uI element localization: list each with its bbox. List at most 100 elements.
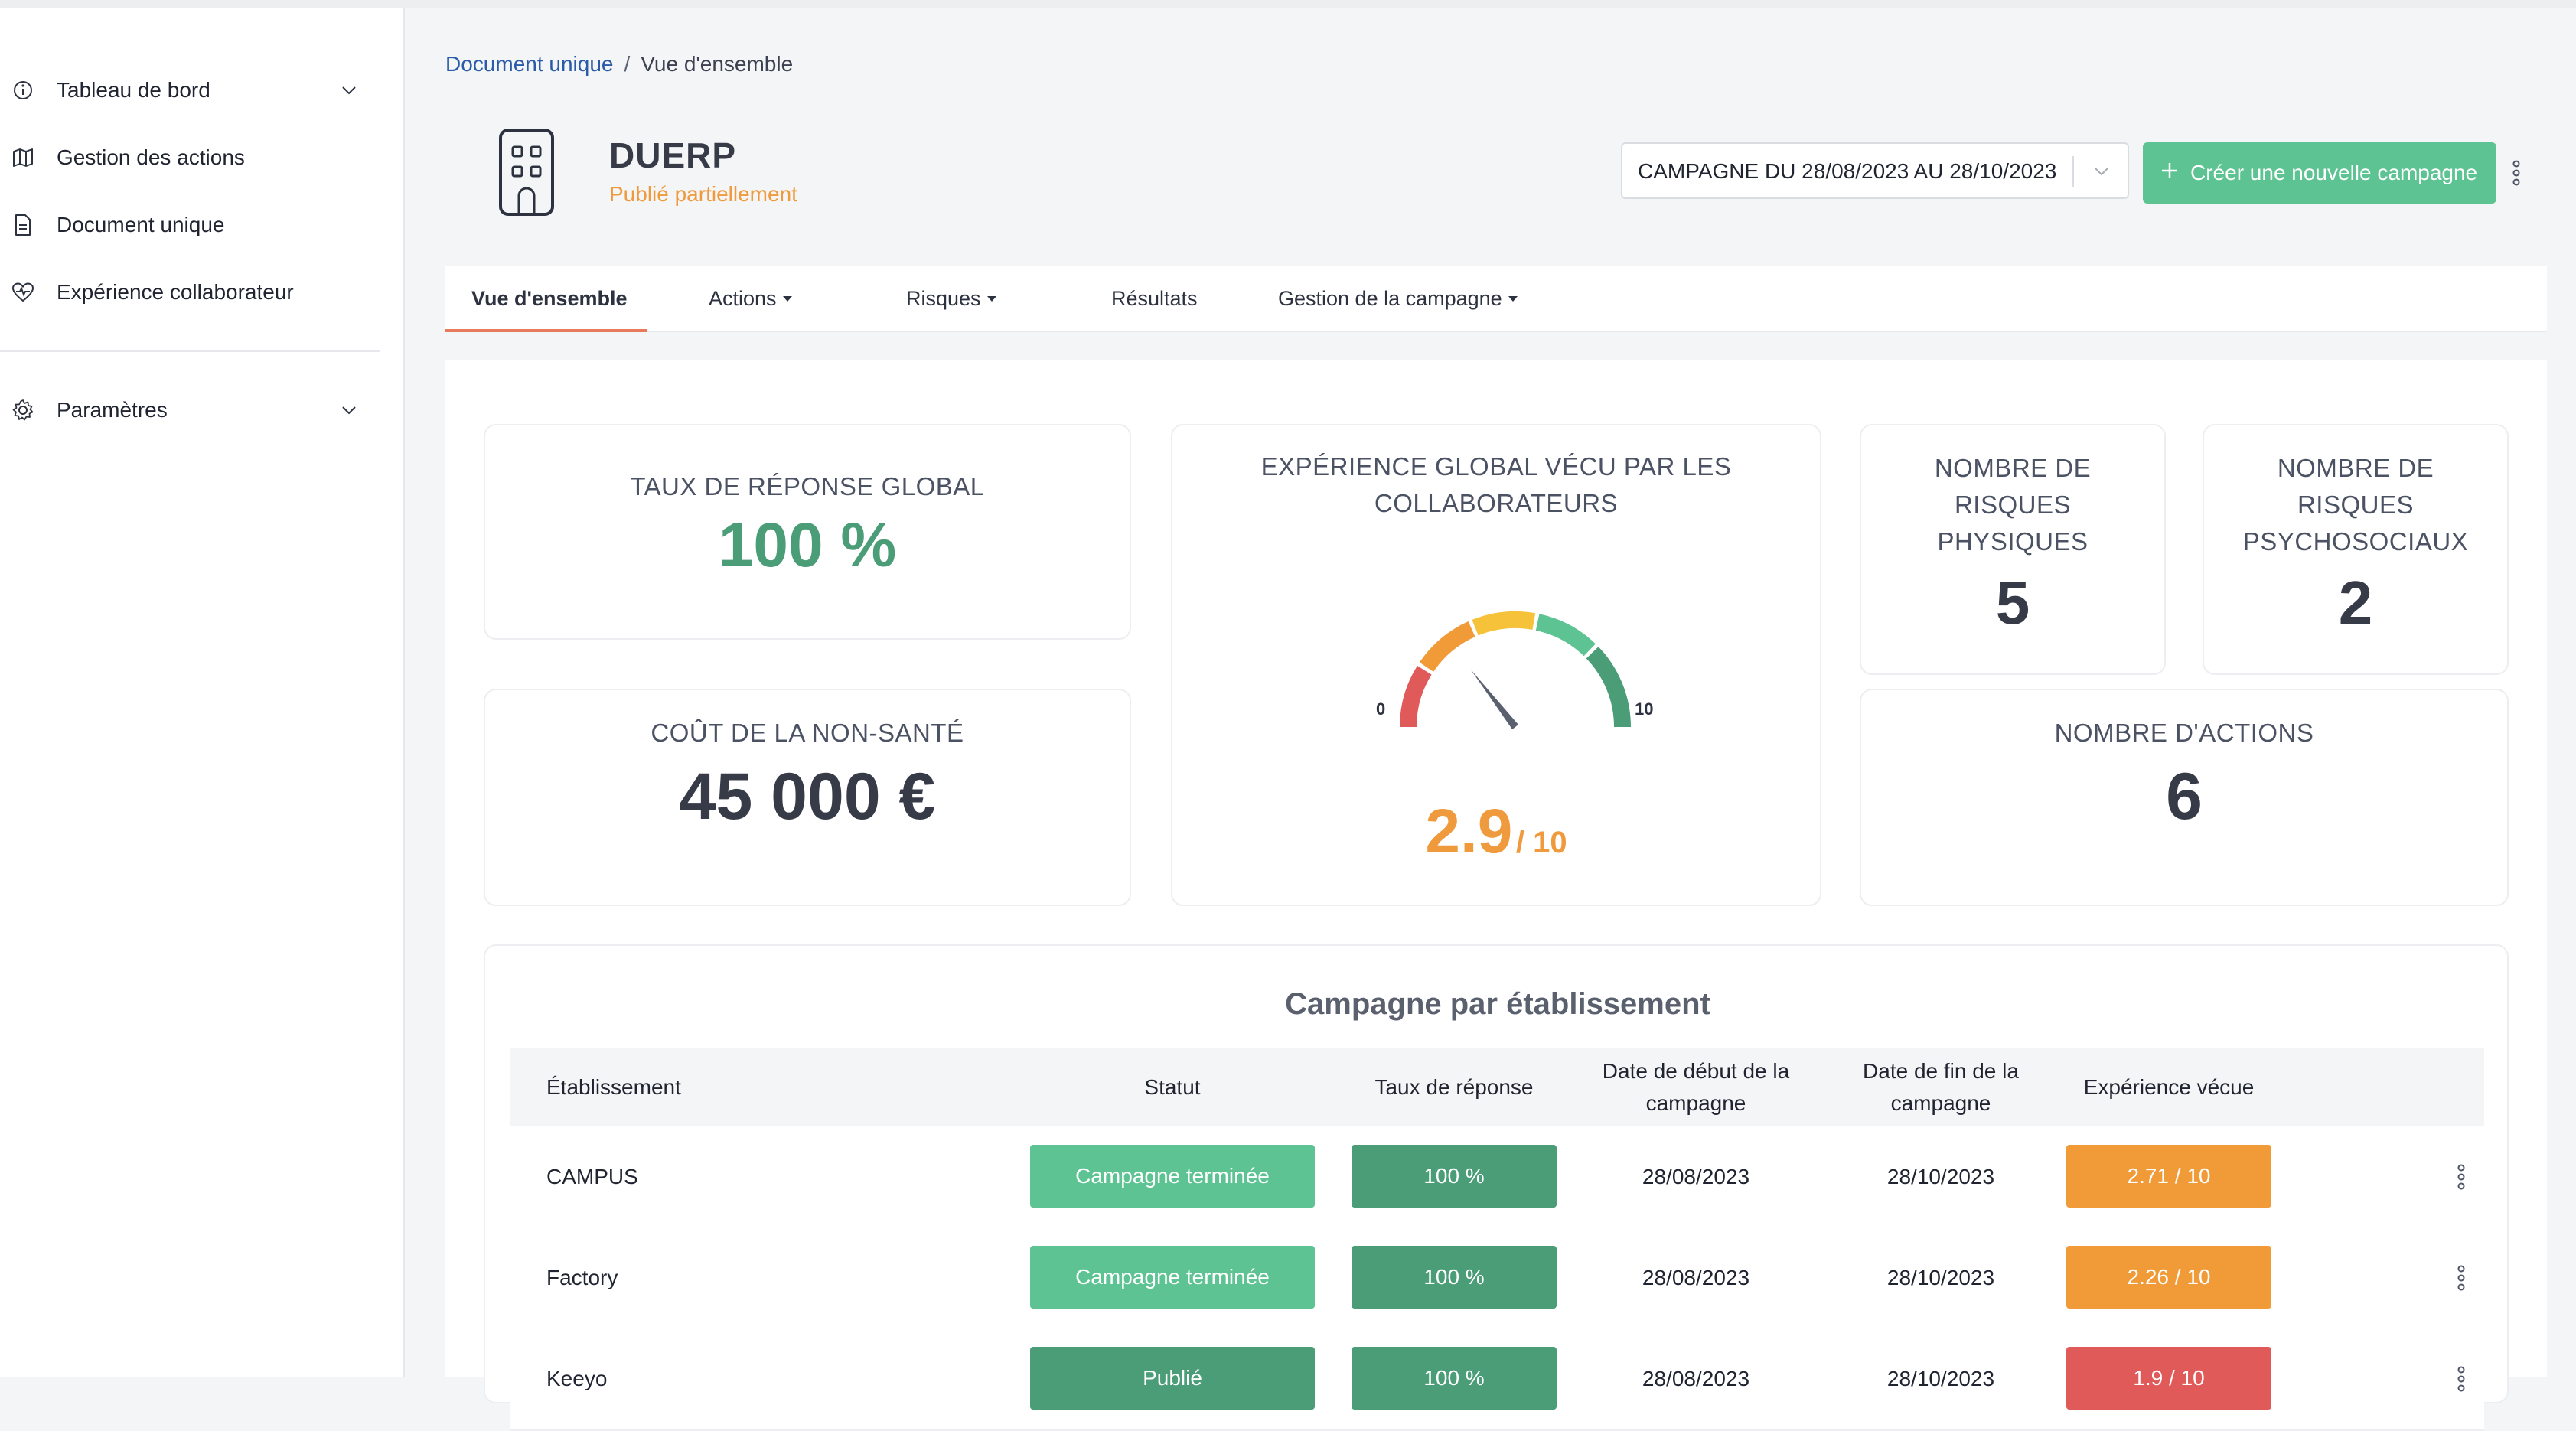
start-date: 28/08/2023: [1642, 1367, 1750, 1390]
card-title-line: RISQUES: [2297, 491, 2415, 519]
document-icon: [11, 213, 35, 237]
start-date: 28/08/2023: [1642, 1165, 1750, 1188]
tab-label: Actions: [709, 286, 777, 310]
physical-risks-value: 5: [1995, 569, 2030, 637]
table-row[interactable]: Keeyo Publié 100 % 28/08/2023 28/10/2023 1.9 …: [510, 1328, 2484, 1431]
status-badge: Campagne terminée: [1030, 1246, 1315, 1309]
row-options-icon[interactable]: [2454, 1364, 2469, 1394]
start-date: 28/08/2023: [1642, 1266, 1750, 1289]
non-health-cost-card: COÛT DE LA NON-SANTÉ 45 000 €: [484, 689, 1131, 906]
establishment-name: Keeyo: [546, 1367, 608, 1390]
select-separator: [2072, 156, 2074, 187]
active-tab-indicator: [445, 329, 647, 332]
header-end-line1: Date de fin de la: [1863, 1059, 2019, 1083]
sidebar-item-label: Document unique: [57, 213, 225, 236]
sidebar-item-label: Paramètres: [57, 398, 168, 422]
gauge-segment: [1419, 621, 1475, 673]
caret-down-icon: [782, 295, 792, 302]
breadcrumb-link-document-unique[interactable]: Document unique: [445, 52, 614, 76]
gauge-max-label: 10: [1635, 699, 1653, 719]
gauge-min-label: 0: [1376, 699, 1385, 719]
info-circle-icon: [11, 78, 35, 103]
establishment-name: Factory: [546, 1266, 618, 1289]
publication-status: Publié partiellement: [609, 182, 797, 206]
chevron-down-icon[interactable]: [337, 78, 361, 103]
sidebar-item-experience-collaborateur[interactable]: Expérience collaborateur: [0, 269, 403, 315]
experience-badge: 1.9 / 10: [2066, 1347, 2271, 1410]
sidebar-item-tableau-de-bord[interactable]: Tableau de bord: [0, 67, 403, 113]
establishment-name: CAMPUS: [546, 1165, 638, 1188]
response-rate-badge: 100 %: [1352, 1347, 1557, 1410]
table-row[interactable]: Factory Campagne terminée 100 % 28/08/2023 2…: [510, 1227, 2484, 1330]
gauge-segment: [1586, 647, 1631, 728]
page-title: DUERP: [609, 135, 737, 175]
row-options-icon[interactable]: [2454, 1162, 2469, 1192]
experience-score-suffix: / 10: [1515, 826, 1567, 859]
card-title-line1: EXPÉRIENCE GLOBAL VÉCU PAR LES: [1260, 452, 1732, 481]
experience-score-value: 2.9: [1425, 797, 1513, 866]
tab-gestion-campagne[interactable]: Gestion de la campagne: [1278, 266, 1518, 331]
sidebar: Tableau de bord Gestion des actions Docu…: [0, 8, 405, 1377]
heart-pulse-icon: [11, 280, 35, 305]
caret-down-icon: [986, 295, 996, 302]
card-title-line: RISQUES: [1954, 491, 2072, 519]
card-title-line: PSYCHOSOCIAUX: [2242, 527, 2469, 556]
more-options-icon[interactable]: [2507, 158, 2525, 188]
response-rate-badge: 100 %: [1352, 1246, 1557, 1309]
table-title: Campagne par établissement: [1285, 987, 1710, 1021]
tab-label: Risques: [906, 286, 981, 310]
gauge-segment: [1472, 611, 1536, 636]
breadcrumb-separator: /: [624, 52, 631, 76]
header-rate: Taux de réponse: [1374, 1075, 1534, 1099]
end-date: 28/10/2023: [1886, 1266, 1995, 1289]
campaign-select-value: CAMPAGNE DU 28/08/2023 AU 28/10/2023: [1638, 159, 2057, 183]
tab-resultats[interactable]: Résultats: [1111, 266, 1198, 331]
sidebar-item-gestion-actions[interactable]: Gestion des actions: [0, 135, 403, 181]
table-row[interactable]: CAMPUS Campagne terminée 100 % 28/08/2023 28…: [510, 1126, 2484, 1229]
map-icon: [11, 145, 35, 170]
gauge-segment: [1535, 614, 1596, 657]
chevron-down-icon[interactable]: [337, 398, 361, 422]
new-campaign-button[interactable]: Créer une nouvelle campagne: [2143, 142, 2496, 204]
experience-card: EXPÉRIENCE GLOBAL VÉCU PAR LES COLLABORA…: [1171, 424, 1821, 906]
experience-gauge: 0 10: [1376, 611, 1653, 730]
caret-down-icon: [1508, 295, 1518, 302]
gauge-segment: [1400, 665, 1432, 728]
card-title-line: NOMBRE DE: [1934, 454, 2092, 482]
breadcrumb-current: Vue d'ensemble: [641, 52, 794, 76]
psychosocial-risks-value: 2: [2338, 569, 2373, 637]
response-rate-card: TAUX DE RÉPONSE GLOBAL 100 %: [484, 424, 1131, 640]
header-start-date: Date de début de la campagne: [1581, 1048, 1811, 1126]
row-options-icon[interactable]: [2454, 1263, 2469, 1293]
header-establishment: Établissement: [546, 1075, 681, 1099]
tab-actions[interactable]: Actions: [709, 266, 792, 331]
response-rate-value: 100 %: [718, 510, 897, 580]
gear-icon: [11, 398, 35, 422]
card-title: NOMBRE D'ACTIONS: [2054, 719, 2314, 747]
status-badge: Publié: [1030, 1347, 1315, 1410]
header-start-line1: Date de début de la: [1602, 1059, 1790, 1083]
tab-label: Résultats: [1111, 286, 1198, 310]
sidebar-item-parametres[interactable]: Paramètres: [0, 387, 403, 433]
experience-badge: 2.71 / 10: [2066, 1145, 2271, 1208]
end-date: 28/10/2023: [1886, 1367, 1995, 1390]
header-start-line2: campagne: [1645, 1091, 1746, 1115]
campaign-select[interactable]: CAMPAGNE DU 28/08/2023 AU 28/10/2023: [1621, 142, 2129, 199]
gauge-needle: [1470, 669, 1518, 730]
header-status: Statut: [1144, 1075, 1201, 1099]
breadcrumb: Document unique / Vue d'ensemble: [445, 52, 793, 77]
tab-bar: Vue d'ensemble Actions Risques Résultats…: [445, 266, 2547, 332]
header-end-line2: campagne: [1890, 1091, 1991, 1115]
new-campaign-label: Créer une nouvelle campagne: [2190, 161, 2478, 184]
card-title-line: PHYSIQUES: [1937, 527, 2089, 556]
plus-icon: [2158, 159, 2181, 182]
sidebar-item-label: Tableau de bord: [57, 78, 210, 102]
sidebar-item-label: Gestion des actions: [57, 145, 245, 169]
sidebar-item-document-unique[interactable]: Document unique: [0, 202, 403, 248]
non-health-cost-value: 45 000 €: [679, 760, 936, 833]
chevron-down-icon[interactable]: [2089, 159, 2114, 184]
tab-vue-ensemble[interactable]: Vue d'ensemble: [445, 266, 647, 332]
card-title-line2: COLLABORATEURS: [1374, 489, 1619, 517]
tab-risques[interactable]: Risques: [906, 266, 996, 331]
tab-label: Gestion de la campagne: [1278, 286, 1502, 310]
